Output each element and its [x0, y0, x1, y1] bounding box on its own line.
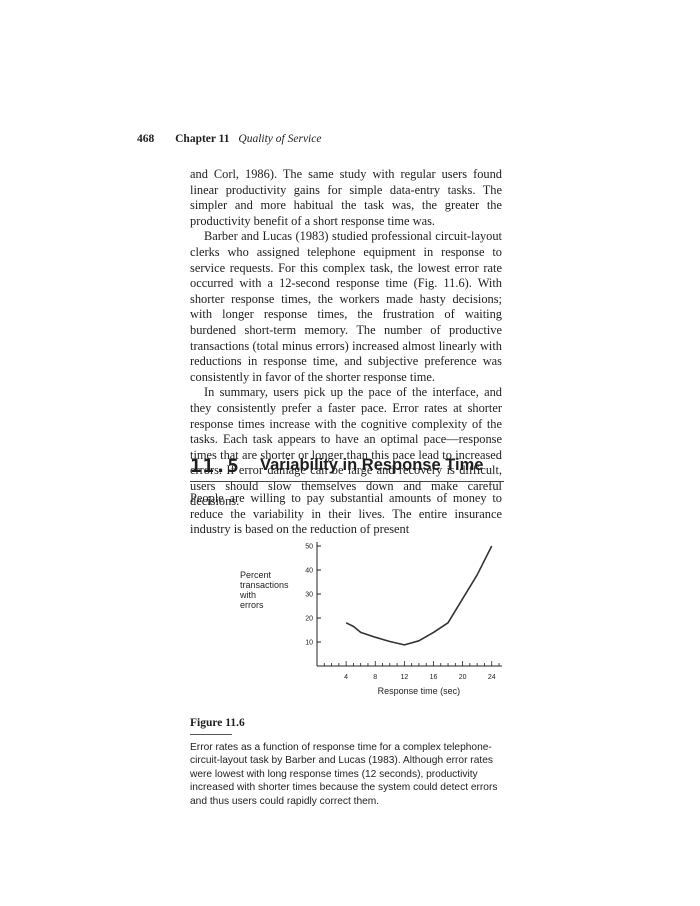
chart-axes	[316, 542, 502, 667]
y-ticks: 10 20 30 40 50	[305, 544, 321, 647]
x-ticks: 4 8 12 16 20 24	[323, 661, 500, 681]
x-tick-label: 24	[488, 674, 496, 681]
body-text: and Corl, 1986). The same study with reg…	[190, 167, 502, 510]
x-tick-label: 8	[373, 674, 377, 681]
paragraph: and Corl, 1986). The same study with reg…	[190, 167, 502, 228]
y-tick-label: 30	[305, 592, 313, 599]
figure-label: Figure 11.6	[190, 717, 245, 729]
page-number: 468	[137, 133, 155, 145]
figure-label-rule	[190, 734, 232, 735]
x-tick-label: 4	[344, 674, 348, 681]
paragraph: Barber and Lucas (1983) studied professi…	[190, 229, 502, 384]
x-axis-label: Response time (sec)	[378, 686, 461, 696]
y-tick-label: 20	[305, 616, 313, 623]
y-tick-label: 40	[305, 568, 313, 575]
y-tick-label: 50	[305, 544, 313, 551]
y-axis-label-line: Percent	[240, 570, 272, 580]
chapter-title: Quality of Service	[238, 133, 322, 145]
y-axis-label-line: transactions	[240, 580, 289, 590]
y-axis-label-line: with	[239, 590, 256, 600]
section-heading: 11.5 Variability in Response Time	[190, 455, 504, 482]
running-head: 468 Chapter 11 Quality of Service	[137, 133, 321, 145]
paragraph: In summary, users pick up the pace of th…	[190, 385, 502, 509]
figure-caption: Error rates as a function of response ti…	[190, 742, 498, 807]
x-tick-label: 12	[400, 674, 408, 681]
section-body: People are willing to pay substantial am…	[190, 491, 502, 538]
error-rate-series	[345, 545, 493, 646]
y-axis-label-line: errors	[240, 600, 264, 610]
chapter-number: Chapter 11	[175, 133, 230, 145]
x-tick-label: 20	[459, 674, 467, 681]
y-tick-label: 10	[305, 640, 313, 647]
error-rate-line	[345, 545, 493, 646]
section-number: 11.5	[190, 455, 240, 477]
paragraph: People are willing to pay substantial am…	[190, 491, 502, 537]
section-title: Variability in Response Time	[260, 456, 484, 474]
x-tick-label: 16	[430, 674, 438, 681]
